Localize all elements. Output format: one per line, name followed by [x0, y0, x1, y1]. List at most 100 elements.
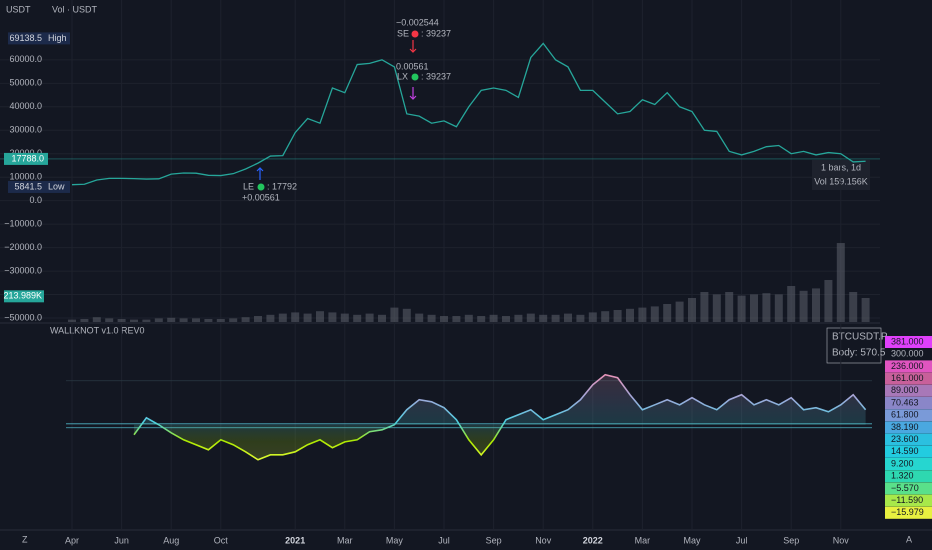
trade-profit: +0.00561 [242, 192, 280, 202]
x-tick-label: 2022 [583, 535, 603, 545]
price-line [71, 42, 866, 186]
level-tag [885, 421, 932, 434]
low-tag [8, 180, 70, 193]
level-label: 70.463 [891, 397, 919, 407]
high-text: High [48, 33, 67, 43]
volume-bar [861, 298, 870, 322]
volume-bar [849, 292, 858, 322]
volume-bar [142, 319, 151, 322]
volume-bar [440, 316, 448, 322]
level-label: 9.200 [891, 458, 914, 468]
volume-bar [204, 319, 213, 322]
volume-bar [601, 311, 610, 322]
volume-bar [154, 318, 163, 322]
last-volume-tag [4, 290, 44, 303]
level-label: 381.000 [891, 336, 924, 346]
high-value: 69138.5 [9, 33, 42, 43]
volume-bar [117, 319, 126, 322]
volume-bar [626, 308, 634, 322]
legend-symbol: BTCUSDT.P [832, 332, 888, 343]
x-tick-label: Nov [833, 535, 850, 545]
level-label: −15.979 [891, 507, 924, 517]
trade-dot [257, 183, 265, 191]
x-tick-label: Sep [783, 535, 799, 545]
level-tag [885, 433, 932, 446]
y-tick-label: 30000.0 [9, 125, 42, 135]
volume-bar [266, 314, 275, 322]
level-tag [885, 397, 932, 409]
level-label: 89.000 [891, 385, 919, 395]
y-tick-label: 40000.0 [9, 101, 42, 111]
volume-title: Vol · USDT [52, 4, 98, 14]
level-tag [885, 409, 932, 422]
volume-bar [737, 295, 746, 322]
volume-bar [700, 292, 709, 322]
volume-bar [303, 313, 312, 322]
trade-dot [411, 73, 419, 81]
level-tag [885, 445, 932, 458]
volume-bar [564, 313, 572, 322]
volume-bar [688, 298, 696, 322]
level-tag [885, 506, 932, 519]
corner-button[interactable]: A [906, 534, 912, 544]
trade-profit: 0.00561 [396, 61, 429, 71]
x-tick-label: Mar [635, 535, 651, 545]
legend-body: Body: 570.5 [832, 348, 886, 359]
level-tag [885, 482, 932, 495]
volume-bar [340, 313, 349, 322]
volume-bar [514, 314, 523, 322]
volume-bar [750, 294, 758, 322]
last-price-label: 17788.0 [11, 153, 44, 163]
volume-bar [192, 318, 200, 322]
volume-bar [353, 314, 362, 322]
volume-bar [650, 306, 659, 322]
volume-bar [638, 307, 647, 322]
last-price-tag [4, 152, 48, 165]
x-tick-label: Apr [65, 535, 79, 545]
indicator-area [134, 374, 866, 460]
volume-bar [613, 310, 622, 322]
y-tick-label: 60000.0 [9, 54, 42, 64]
volume-bar [402, 308, 411, 322]
y-tick-label: −30000.0 [4, 265, 42, 275]
volume-bar [526, 313, 535, 322]
volume-bar [712, 294, 721, 322]
level-label: −11.590 [891, 495, 923, 505]
y-tick-label: 0.0 [29, 195, 42, 205]
volume-bar [278, 313, 287, 322]
trade-price: : 17792 [267, 181, 297, 191]
level-tag [885, 470, 932, 483]
volume-bar [551, 314, 560, 322]
volume-bar [452, 316, 461, 322]
volume-bar [588, 312, 597, 322]
x-tick-label: Oct [214, 535, 229, 545]
indicator-title: WALLKNOT v1.0 REV0 [50, 325, 145, 335]
y-tick-label: −50000.0 [4, 312, 42, 322]
level-label: 14.590 [891, 446, 919, 456]
trade-label: LX [397, 71, 408, 81]
x-tick-label: Jul [736, 535, 748, 545]
level-label: 1.320 [891, 471, 914, 481]
x-tick-label: Jun [114, 535, 129, 545]
trade-price: : 39237 [421, 28, 451, 38]
level-tag [885, 372, 932, 385]
volume-bar [291, 312, 300, 322]
volume-bar [762, 293, 771, 322]
volume-bar [502, 316, 510, 322]
volume-bar [725, 292, 734, 322]
volume-bar [539, 314, 548, 322]
level-tag [885, 458, 932, 470]
trade-arrow-head [409, 48, 417, 53]
level-label: 161.000 [891, 373, 924, 383]
indicator-line [133, 373, 867, 461]
volume-bar [316, 311, 324, 322]
corner-button[interactable]: Z [22, 534, 28, 544]
volume-bar [663, 304, 672, 322]
level-tag [885, 494, 932, 507]
y-tick-label: 50000.0 [9, 78, 42, 88]
volume-bar [576, 314, 585, 322]
volume-bar [241, 317, 250, 322]
volume-bar [675, 301, 684, 322]
volume-bar [92, 317, 101, 322]
